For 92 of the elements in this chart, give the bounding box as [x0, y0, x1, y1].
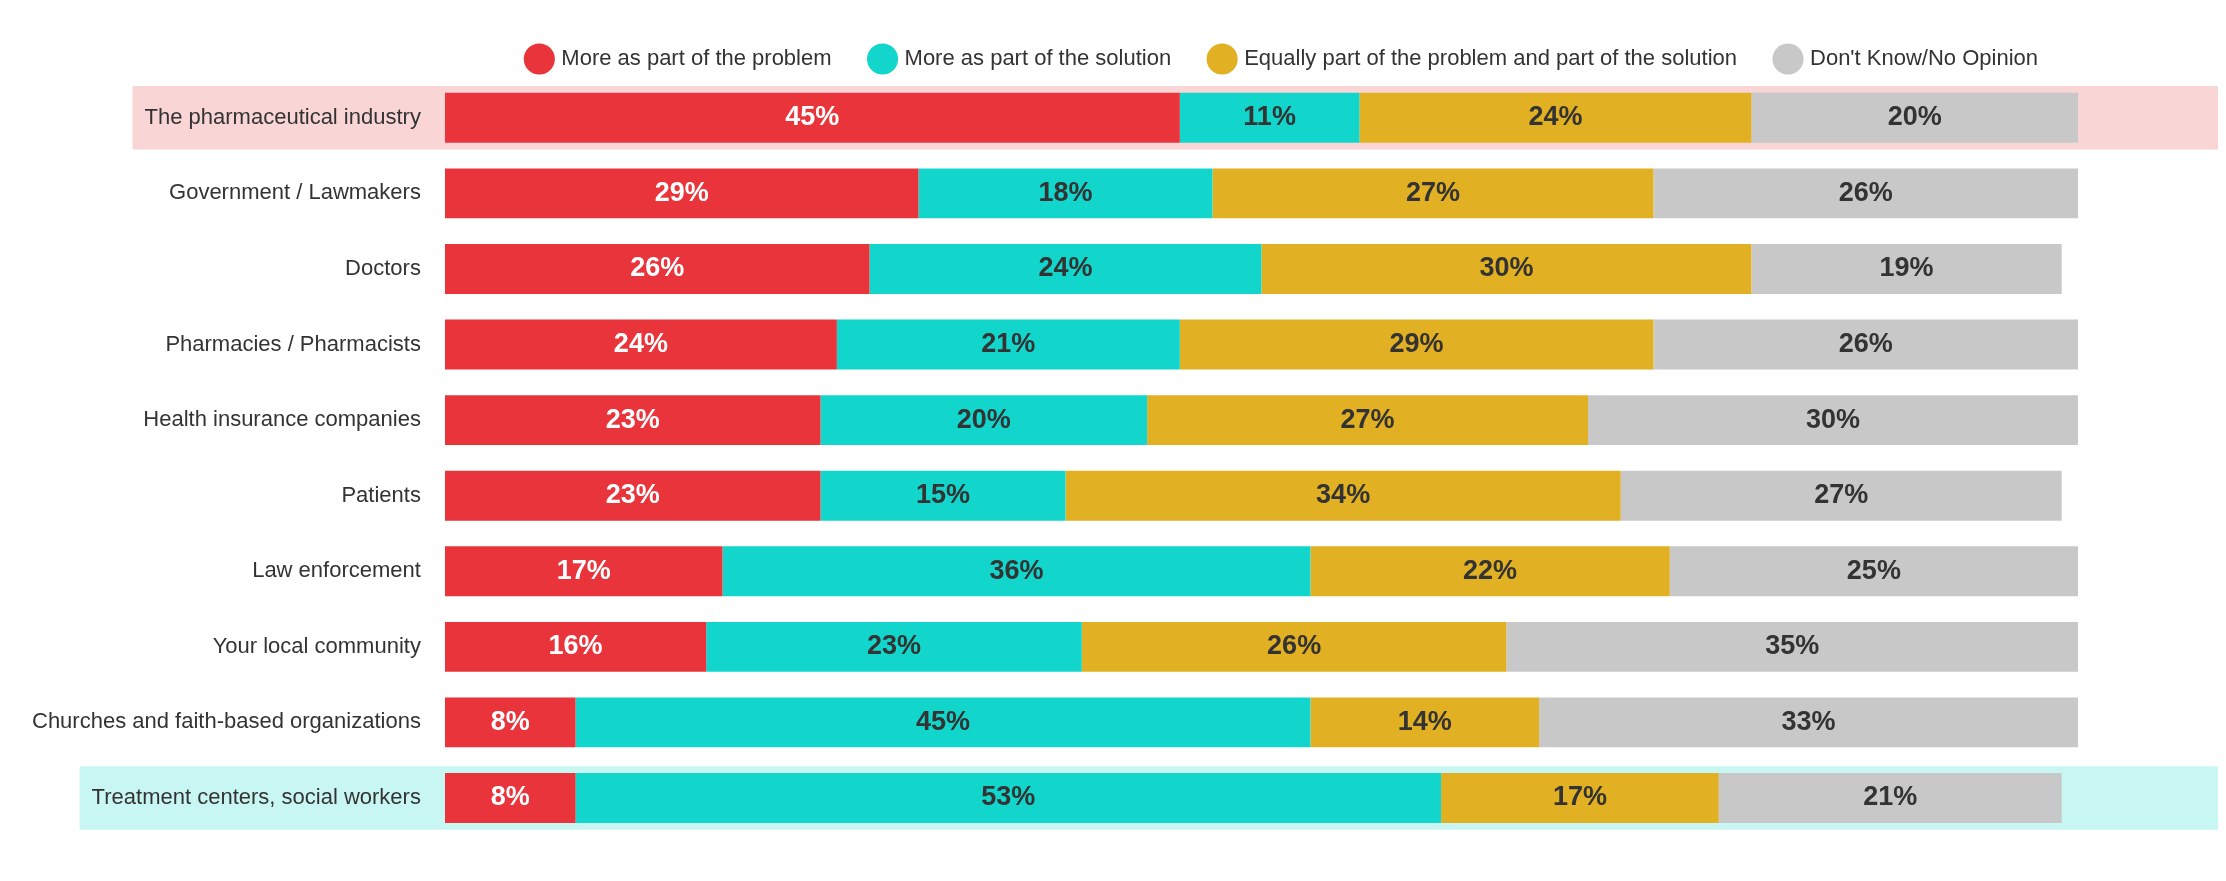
- data-label: 21%: [1863, 781, 1918, 812]
- bar: [444, 621, 707, 672]
- legend-label: Don't Know/No Opinion: [1810, 45, 2039, 71]
- data-label: 29%: [1389, 327, 1444, 358]
- data-label: 30%: [1479, 252, 1534, 283]
- bar: [1441, 773, 1719, 823]
- bar: [1179, 319, 1654, 370]
- data-label: 17%: [1552, 781, 1607, 812]
- data-label: 26%: [630, 252, 685, 283]
- bar: [820, 470, 1066, 521]
- data-label: 23%: [605, 403, 660, 434]
- legend-label: More as part of the solution: [904, 45, 1172, 71]
- bar: [444, 395, 821, 446]
- data-label: 22%: [1463, 554, 1518, 585]
- bar: [706, 621, 1082, 672]
- data-label: 11%: [1243, 101, 1296, 132]
- bar: [1065, 470, 1621, 521]
- data-label: 20%: [956, 403, 1011, 434]
- data-label: 19%: [1879, 252, 1934, 283]
- bar: [1261, 244, 1752, 294]
- bar: [1669, 546, 2078, 597]
- data-label: 15%: [915, 479, 971, 510]
- bar: [444, 773, 576, 823]
- bar: [1310, 546, 1670, 597]
- data-label: 26%: [1267, 630, 1322, 661]
- bar: [1147, 395, 1589, 446]
- data-label: 24%: [613, 327, 668, 358]
- data-label: 27%: [1340, 403, 1395, 434]
- bar: [820, 395, 1148, 446]
- data-label: 33%: [1781, 705, 1836, 736]
- bar: [1751, 244, 2062, 294]
- bar: [869, 244, 1262, 294]
- data-label: 8%: [490, 781, 530, 812]
- y-tick-label: Churches and faith-based organizations: [31, 708, 421, 734]
- data-label: 30%: [1806, 403, 1861, 434]
- y-tick-label: Patients: [341, 481, 421, 507]
- data-label: 20%: [1887, 101, 1942, 132]
- y-tick-label: Government / Lawmakers: [169, 179, 421, 205]
- data-label: 36%: [989, 554, 1044, 585]
- bar: [722, 546, 1311, 597]
- y-tick-label: Pharmacies / Pharmacists: [165, 330, 421, 356]
- data-label: 17%: [556, 554, 611, 585]
- data-label: 34%: [1316, 479, 1371, 510]
- data-label: 8%: [490, 705, 530, 736]
- bar: [1718, 773, 2062, 823]
- bar: [1588, 395, 2078, 446]
- y-tick-label: Doctors: [345, 255, 421, 281]
- bar: [575, 697, 1311, 748]
- bar: [444, 697, 576, 748]
- bar: [1653, 319, 2078, 370]
- bar: [1539, 697, 2078, 748]
- y-tick-label: Your local community: [212, 632, 421, 658]
- data-label: 24%: [1528, 101, 1583, 132]
- data-label: 26%: [1838, 176, 1893, 207]
- data-label: 27%: [1405, 176, 1460, 207]
- data-label: 29%: [654, 176, 709, 207]
- data-label: 23%: [605, 479, 660, 510]
- bar: [1751, 92, 2078, 143]
- y-tick-label: Treatment centers, social workers: [91, 784, 421, 810]
- bar: [1081, 621, 1507, 672]
- bar: [444, 244, 870, 294]
- data-label: 27%: [1814, 479, 1869, 510]
- bar: [1310, 697, 1540, 748]
- data-label: 14%: [1397, 705, 1452, 736]
- y-tick-label: Health insurance companies: [143, 406, 421, 432]
- y-tick-label: Law enforcement: [252, 557, 421, 583]
- bar: [1620, 470, 2062, 521]
- bar: [444, 546, 723, 597]
- data-label: 18%: [1038, 176, 1093, 207]
- data-label: 53%: [981, 781, 1036, 812]
- bar: [1359, 92, 1752, 143]
- data-label: 21%: [981, 327, 1036, 358]
- y-tick-label: The pharmaceutical industry: [144, 103, 421, 129]
- data-label: 35%: [1765, 630, 1820, 661]
- data-label: 16%: [548, 630, 603, 661]
- bar: [1653, 168, 2078, 219]
- data-label: 23%: [866, 630, 922, 661]
- bar: [1506, 621, 2078, 672]
- data-label: 45%: [785, 101, 840, 132]
- data-label: 45%: [915, 705, 971, 736]
- bar: [1179, 92, 1360, 143]
- bar: [444, 319, 837, 370]
- data-label: 25%: [1846, 554, 1901, 585]
- bar: [1212, 168, 1654, 219]
- data-label: 24%: [1038, 252, 1093, 283]
- bar: [918, 168, 1213, 219]
- bar: [444, 470, 821, 521]
- data-label: 26%: [1838, 327, 1893, 358]
- bar: [444, 168, 919, 219]
- bar: [836, 319, 1180, 370]
- legend-label: Equally part of the problem and part of the solution: [1244, 45, 1738, 71]
- legend-label: More as part of the problem: [561, 45, 832, 71]
